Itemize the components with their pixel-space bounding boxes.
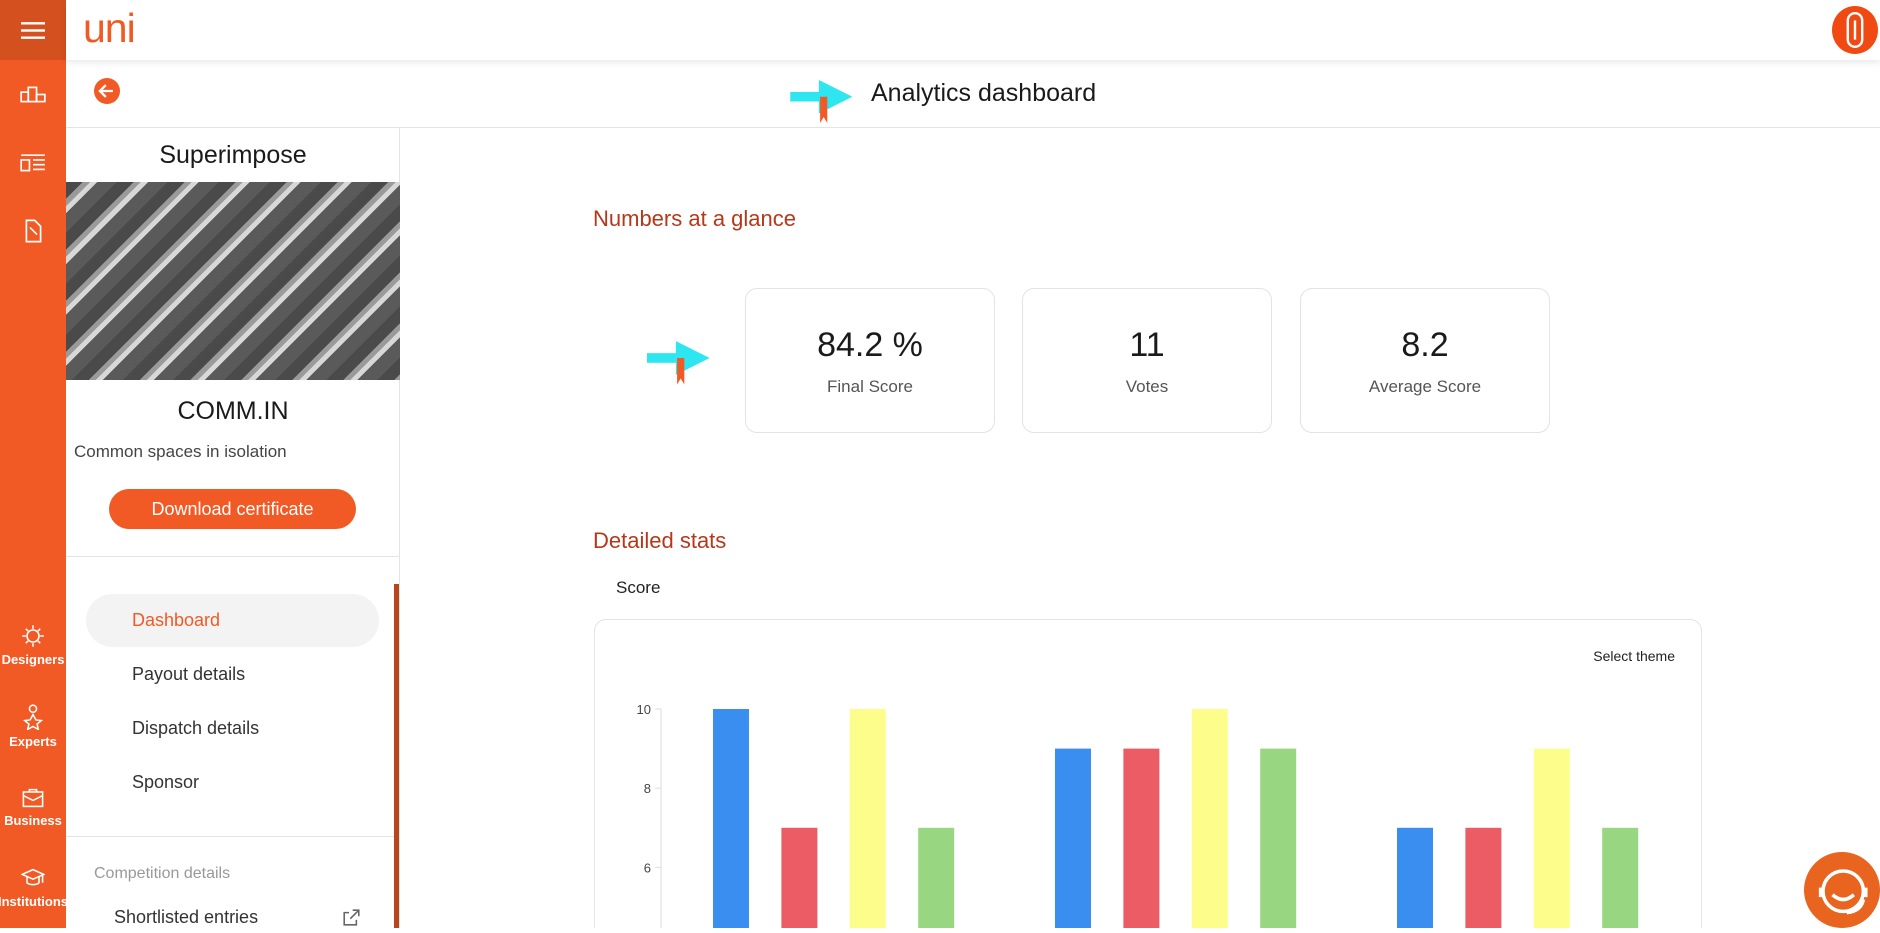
edit-document-icon	[25, 219, 41, 243]
bar	[781, 827, 818, 928]
paperclip-icon	[1846, 12, 1864, 48]
hamburger-icon	[21, 21, 45, 39]
rail-institutions[interactable]: Institutions	[0, 866, 73, 909]
score-bar-chart: 6 8 10	[637, 702, 1639, 928]
rail-layout[interactable]	[0, 154, 66, 178]
scrollbar[interactable]	[394, 584, 399, 928]
graduation-cap-icon	[21, 868, 45, 886]
nav-payout-details[interactable]: Payout details	[132, 664, 246, 684]
competition-details-label: Competition details	[94, 865, 231, 882]
tab-score[interactable]: Score	[616, 578, 661, 597]
rail-designers[interactable]: Designers	[0, 624, 66, 667]
select-theme-button[interactable]: Select theme	[1593, 648, 1675, 664]
bar	[1602, 827, 1639, 928]
profile-button[interactable]	[1832, 6, 1878, 54]
divider	[66, 556, 400, 557]
menu-button[interactable]	[0, 0, 66, 60]
rail-label: Designers	[1, 652, 65, 667]
designer-idea-icon	[22, 625, 44, 647]
entry-subtitle: Common spaces in isolation	[74, 442, 287, 461]
rail-business[interactable]: Business	[0, 787, 66, 828]
nav-shortlisted-entries[interactable]: Shortlisted entries	[114, 907, 259, 927]
nav-sponsor[interactable]: Sponsor	[132, 772, 200, 792]
stat-value: 8.2	[1401, 326, 1449, 364]
download-certificate-button[interactable]: Download certificate	[109, 489, 356, 529]
arrow-flag-icon	[790, 80, 853, 123]
bar	[1397, 827, 1433, 928]
bar	[1533, 748, 1570, 928]
app-rail: Designers Experts Business Institutions	[0, 0, 68, 928]
chart-card: Select theme	[594, 619, 1702, 928]
final-score-card: 84.2 % Final Score	[745, 288, 995, 433]
rail-podium[interactable]	[0, 86, 66, 108]
nav-dispatch-details[interactable]: Dispatch details	[132, 718, 260, 738]
rail-label: Business	[4, 813, 62, 828]
bar	[1260, 748, 1297, 928]
y-tick-label: 6	[644, 860, 651, 875]
entry-panel: Superimpose COMM.IN Common spaces in iso…	[66, 128, 400, 928]
numbers-at-a-glance-heading: Numbers at a glance	[593, 206, 796, 231]
rail-label: Institutions	[0, 894, 69, 909]
external-link-icon[interactable]	[343, 909, 360, 926]
divider	[66, 836, 395, 837]
bar	[1055, 748, 1091, 928]
stat-value: 84.2 %	[817, 326, 923, 364]
nav-dashboard[interactable]: Dashboard	[86, 594, 379, 647]
support-chat-button[interactable]	[1804, 852, 1880, 928]
layout-list-icon	[20, 154, 45, 172]
bar	[1123, 748, 1160, 928]
stat-label: Average Score	[1368, 377, 1482, 397]
page-title: Analytics dashboard	[871, 79, 1097, 107]
briefcase-icon	[22, 788, 44, 808]
arrow-left-icon	[98, 84, 113, 98]
bar	[918, 827, 955, 928]
headset-support-icon	[1818, 869, 1868, 915]
page-header: Analytics dashboard	[66, 60, 1880, 128]
bar	[713, 709, 749, 928]
stat-label: Final Score	[827, 377, 913, 397]
stat-label: Votes	[1125, 377, 1169, 397]
rail-edit[interactable]	[0, 218, 66, 249]
bar	[1465, 827, 1502, 928]
podium-icon	[20, 86, 46, 103]
average-score-card: 8.2 Average Score	[1300, 288, 1550, 433]
stat-value: 11	[1129, 326, 1165, 364]
expert-star-icon	[22, 704, 44, 730]
rail-label: Experts	[9, 734, 57, 749]
bar	[849, 709, 886, 928]
entry-name: COMM.IN	[177, 397, 289, 425]
entry-image	[66, 182, 400, 380]
votes-card: 11 Votes	[1022, 288, 1272, 433]
y-tick-label: 8	[644, 781, 651, 796]
top-bar: uni	[66, 0, 1880, 60]
detailed-stats-heading: Detailed stats	[593, 528, 727, 553]
bar	[1191, 709, 1228, 928]
competition-title: Superimpose	[159, 141, 307, 169]
arrow-flag-icon	[647, 341, 710, 385]
y-tick-label: 10	[637, 702, 651, 717]
back-button[interactable]	[94, 78, 120, 104]
uni-logo[interactable]: uni	[83, 5, 136, 51]
rail-experts[interactable]: Experts	[0, 704, 66, 749]
